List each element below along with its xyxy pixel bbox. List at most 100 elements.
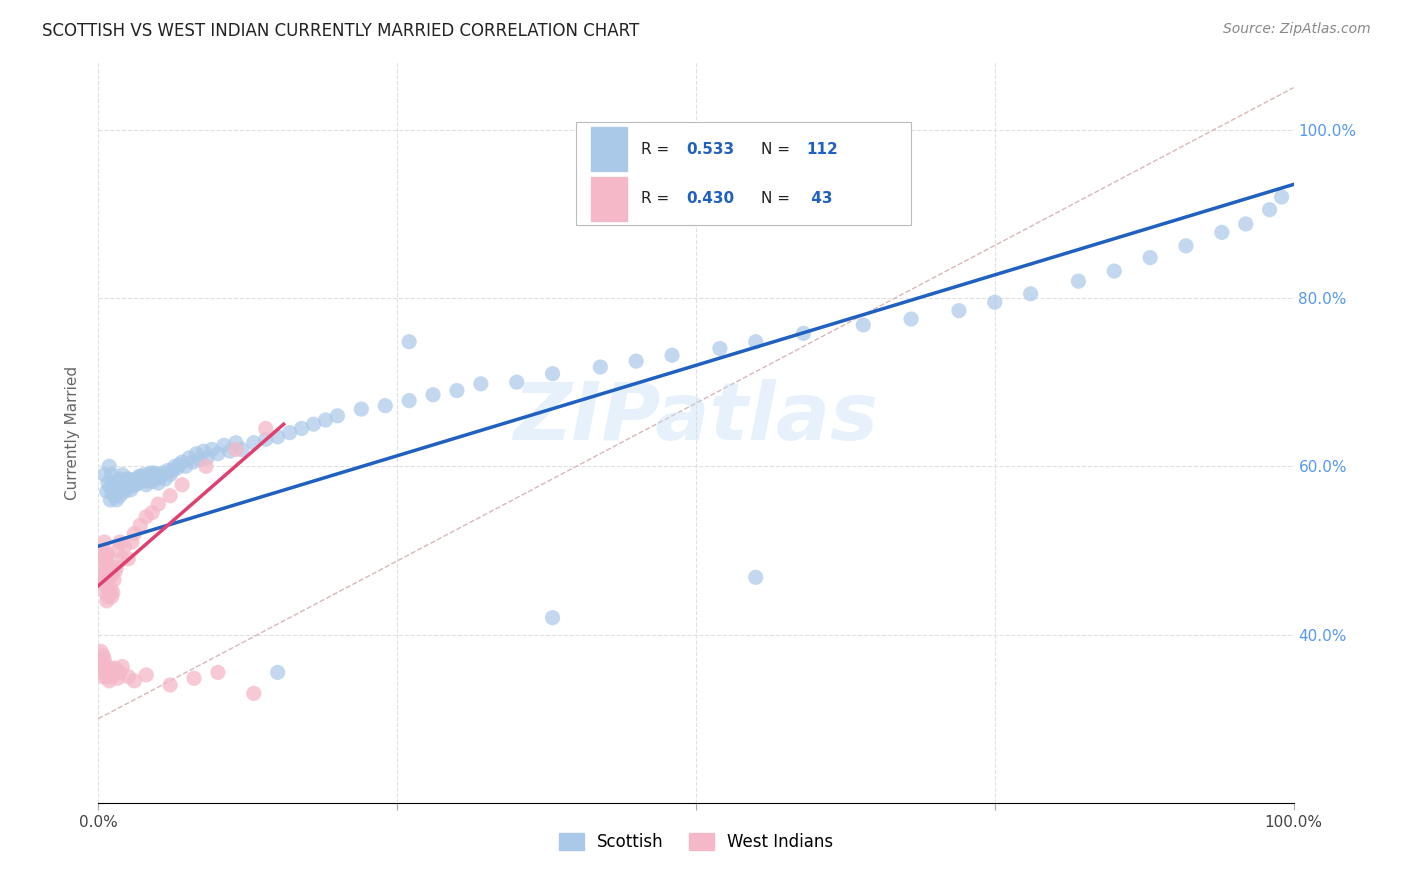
Point <box>1271 190 1294 204</box>
Text: R =: R = <box>641 142 673 157</box>
Point <box>117 670 139 684</box>
Point <box>207 665 229 680</box>
Point <box>141 506 163 520</box>
Point <box>94 661 117 675</box>
Point <box>984 295 1007 310</box>
Point <box>146 467 169 482</box>
Point <box>93 665 115 680</box>
Point <box>174 459 197 474</box>
Point <box>98 480 122 494</box>
Point <box>108 665 131 680</box>
Point <box>169 458 191 472</box>
Point <box>115 472 138 486</box>
Point <box>124 673 146 688</box>
Point <box>94 565 117 579</box>
Point <box>188 452 211 467</box>
Point <box>159 489 181 503</box>
Point <box>142 469 165 483</box>
Point <box>107 472 129 486</box>
Text: 0.430: 0.430 <box>686 191 734 206</box>
Point <box>183 671 205 685</box>
Point <box>120 483 142 497</box>
Point <box>108 535 131 549</box>
Point <box>1067 274 1090 288</box>
Point <box>179 450 201 465</box>
Point <box>661 348 683 362</box>
Point <box>98 673 121 688</box>
Point <box>589 359 612 374</box>
Point <box>138 467 160 482</box>
Point <box>159 678 181 692</box>
Point <box>155 472 177 486</box>
Point <box>98 560 122 574</box>
Point <box>254 433 277 447</box>
Point <box>152 466 174 480</box>
Point <box>131 469 153 483</box>
Point <box>107 671 129 685</box>
Point <box>278 425 301 440</box>
Point <box>162 463 184 477</box>
Point <box>98 492 122 507</box>
Text: Source: ZipAtlas.com: Source: ZipAtlas.com <box>1223 22 1371 37</box>
Text: N =: N = <box>761 142 794 157</box>
Point <box>91 670 114 684</box>
Bar <box>591 127 627 171</box>
Point <box>195 459 218 474</box>
Point <box>101 665 124 680</box>
Point <box>96 551 118 566</box>
Point <box>1104 264 1126 278</box>
Point <box>111 480 134 494</box>
Point <box>225 442 247 457</box>
Point <box>225 435 247 450</box>
Point <box>100 590 122 604</box>
Point <box>124 475 146 489</box>
Point <box>231 442 253 457</box>
Text: N =: N = <box>761 191 794 206</box>
Point <box>100 467 122 482</box>
Text: 112: 112 <box>806 142 838 157</box>
Text: SCOTTISH VS WEST INDIAN CURRENTLY MARRIED CORRELATION CHART: SCOTTISH VS WEST INDIAN CURRENTLY MARRIE… <box>42 22 640 40</box>
Point <box>398 334 420 349</box>
Point <box>900 312 922 326</box>
Point <box>156 463 179 477</box>
Point <box>101 484 124 499</box>
Point <box>219 444 242 458</box>
Point <box>94 585 117 599</box>
Point <box>104 480 127 494</box>
Point <box>166 461 188 475</box>
Point <box>101 476 124 491</box>
Point <box>93 467 115 482</box>
Point <box>98 581 122 595</box>
Point <box>98 661 122 675</box>
Text: R =: R = <box>641 191 673 206</box>
Point <box>100 670 122 684</box>
Point <box>148 497 170 511</box>
Point <box>422 388 444 402</box>
Point <box>506 375 529 389</box>
Point <box>124 477 146 491</box>
Point <box>96 670 118 684</box>
Point <box>103 573 125 587</box>
Point <box>131 472 153 486</box>
Point <box>212 438 235 452</box>
Point <box>267 430 290 444</box>
Point <box>91 661 114 675</box>
Point <box>90 568 112 582</box>
Point <box>91 568 114 582</box>
Point <box>745 570 768 584</box>
Point <box>398 393 420 408</box>
Point <box>315 413 337 427</box>
Point <box>117 472 139 486</box>
Point <box>143 466 166 480</box>
Point <box>948 303 970 318</box>
Y-axis label: Currently Married: Currently Married <box>65 366 80 500</box>
Point <box>91 648 114 663</box>
Point <box>111 551 134 566</box>
Point <box>105 492 128 507</box>
Point <box>103 489 125 503</box>
Point <box>114 484 136 499</box>
Point <box>98 585 121 599</box>
Point <box>117 480 139 494</box>
Point <box>104 565 127 579</box>
Point <box>96 484 118 499</box>
